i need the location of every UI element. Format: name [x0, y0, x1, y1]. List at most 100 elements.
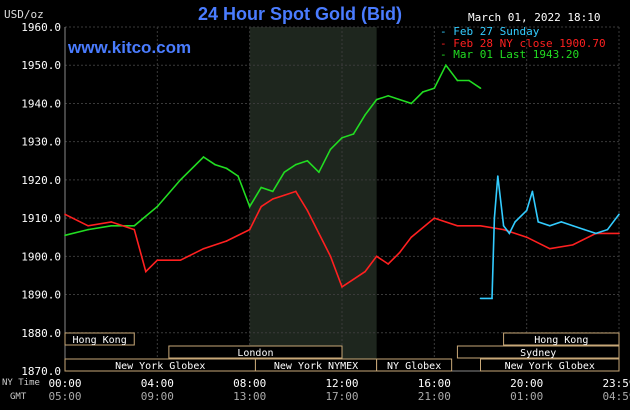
data-point [525, 209, 528, 212]
data-point [375, 255, 378, 258]
data-point [318, 171, 320, 174]
session-bar [456, 345, 620, 359]
data-point [225, 240, 228, 242]
data-point [572, 224, 574, 227]
data-point [248, 205, 251, 208]
y-tick-label: 1910.0 [21, 212, 61, 225]
data-point [364, 270, 366, 273]
data-point [260, 186, 263, 189]
data-point [491, 297, 493, 300]
data-point [271, 190, 274, 193]
data-point [537, 221, 540, 223]
legend-label: Feb 27 Sunday [453, 25, 540, 38]
data-point [548, 224, 551, 227]
data-point [398, 251, 401, 254]
data-point [456, 224, 459, 227]
data-point [508, 232, 511, 235]
session-label: NY Globex [387, 361, 441, 372]
data-point [179, 259, 182, 261]
legend-item: - Feb 27 Sunday [440, 26, 606, 38]
x-tick-label-gmt: 09:00 [141, 390, 174, 403]
legend-label: Mar 01 Last 1943.20 [453, 48, 580, 61]
x-tick-label-ny: 20:00 [510, 377, 543, 390]
chart-title: 24 Hour Spot Gold (Bid) [198, 4, 402, 24]
x-tick-label-ny: 04:00 [141, 377, 174, 390]
data-point [295, 163, 297, 166]
data-point [572, 244, 574, 246]
x-tick-label-ny: 16:00 [418, 377, 451, 390]
data-point [364, 114, 366, 116]
data-point [352, 278, 355, 281]
data-point [248, 228, 251, 231]
x-tick-label-gmt: 13:00 [233, 390, 266, 403]
x-tick-label-ny: 23:59 [602, 377, 630, 390]
session-label: London [237, 348, 273, 359]
session-label: Hong Kong [73, 335, 127, 346]
legend-swatch: - [440, 48, 447, 61]
legend-swatch: - [440, 25, 447, 38]
y-tick-label: 1920.0 [21, 174, 61, 187]
legend-item: - Feb 28 NY close 1900.70 [440, 36, 606, 50]
data-point [595, 232, 597, 235]
session-bar [480, 358, 620, 372]
session-label: New York Globex [115, 361, 205, 372]
data-point [497, 175, 499, 177]
data-point [202, 156, 205, 158]
y-tick-label: 1930.0 [21, 136, 61, 149]
data-point [502, 224, 505, 227]
data-point [260, 205, 263, 208]
data-point [479, 87, 482, 89]
data-point [468, 79, 470, 82]
data-point [329, 255, 332, 258]
legend: - Feb 27 Sunday - Feb 28 NY close 1900.7… [440, 26, 606, 61]
site-link[interactable]: www.kitco.com [68, 38, 192, 57]
x-tick-label-gmt: 04:59 [602, 390, 630, 403]
data-point [237, 175, 239, 177]
x-tick-label-ny: 00:00 [48, 377, 81, 390]
data-point [398, 98, 401, 101]
y-tick-label: 1870.0 [21, 365, 61, 378]
data-point [583, 228, 586, 231]
data-point [64, 213, 66, 216]
session-label: Sydney [520, 348, 556, 359]
session-label: Hong Kong [534, 335, 588, 346]
data-point [87, 228, 89, 231]
y-tick-label: 1890.0 [21, 289, 61, 302]
y-axis-unit-label: USD/oz [4, 8, 44, 21]
data-point [387, 95, 389, 97]
data-point [387, 263, 389, 265]
series-line [480, 176, 620, 300]
y-tick-label: 1900.0 [21, 250, 61, 263]
data-point [202, 247, 205, 250]
session-bar [376, 358, 453, 372]
data-point [318, 232, 320, 235]
data-point [525, 236, 528, 239]
y-tick-label: 1880.0 [21, 327, 61, 340]
data-point [156, 205, 159, 208]
data-point [144, 270, 147, 273]
x-tick-label-gmt: 17:00 [325, 390, 358, 403]
data-point [341, 137, 343, 139]
data-point [479, 297, 482, 300]
data-point [410, 102, 413, 105]
data-point [133, 228, 136, 231]
data-point [110, 221, 112, 223]
data-point [271, 198, 274, 200]
data-point [479, 224, 482, 227]
data-point [456, 79, 459, 82]
session-bar [503, 332, 620, 346]
y-tick-label: 1940.0 [21, 97, 61, 110]
data-point [410, 236, 413, 239]
data-point [156, 259, 159, 261]
data-point [295, 190, 297, 193]
legend-swatch: - [440, 36, 447, 50]
data-point [352, 133, 355, 135]
y-tick-label: 1960.0 [21, 21, 61, 34]
gmt-row-label: GMT [10, 392, 27, 402]
session-label: New York NYMEX [274, 361, 358, 372]
data-point [225, 167, 228, 170]
data-point [606, 228, 609, 231]
ny-time-row-label: NY Time [2, 378, 40, 388]
legend-item: - Mar 01 Last 1943.20 [440, 49, 606, 61]
